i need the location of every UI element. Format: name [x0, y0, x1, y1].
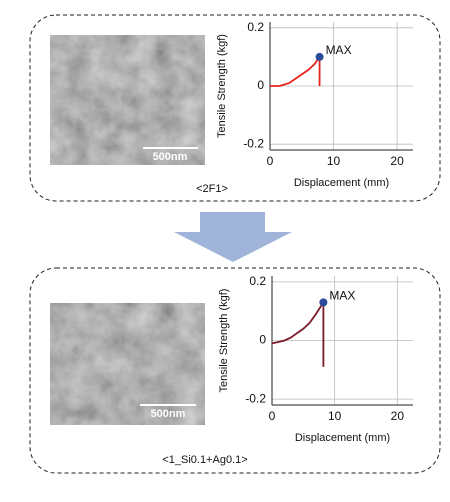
max-label: MAX	[329, 289, 355, 303]
caption: <1_Si0.1+Ag0.1>	[162, 454, 247, 466]
y-axis-label: Tensile Strength (kgf)	[216, 34, 228, 138]
scale-label: 500nm	[151, 408, 186, 420]
y-tick-label: -0.2	[245, 391, 266, 405]
y-tick-label: 0	[259, 333, 266, 347]
max-label: MAX	[326, 43, 352, 57]
x-tick-label: 10	[328, 409, 342, 423]
x-axis-label: Displacement (mm)	[294, 177, 389, 189]
y-tick-label: 0.2	[247, 20, 264, 34]
sem-texture	[50, 35, 205, 165]
max-marker	[315, 52, 324, 61]
max-marker	[319, 298, 328, 307]
y-tick-label: -0.2	[243, 136, 264, 150]
y-tick-label: 0.2	[249, 274, 266, 288]
scale-label: 500nm	[153, 151, 188, 163]
panel-frame	[29, 14, 441, 202]
line-series	[271, 299, 325, 367]
sem-texture	[50, 303, 205, 425]
line-series	[270, 54, 321, 87]
x-tick-label: 20	[390, 154, 404, 168]
x-tick-label: 10	[327, 154, 341, 168]
sem-image: 500nm	[50, 303, 205, 425]
x-axis-label: Displacement (mm)	[295, 432, 390, 444]
x-tick-label: 0	[269, 409, 276, 423]
caption: <2F1>	[196, 183, 228, 195]
sem-image: 500nm	[50, 35, 205, 165]
arrow	[174, 212, 292, 262]
x-tick-label: 0	[267, 154, 274, 168]
y-tick-label: 0	[257, 78, 264, 92]
x-tick-label: 20	[391, 409, 405, 423]
panel-frame	[29, 267, 441, 474]
y-axis-label: Tensile Strength (kgf)	[218, 289, 230, 393]
